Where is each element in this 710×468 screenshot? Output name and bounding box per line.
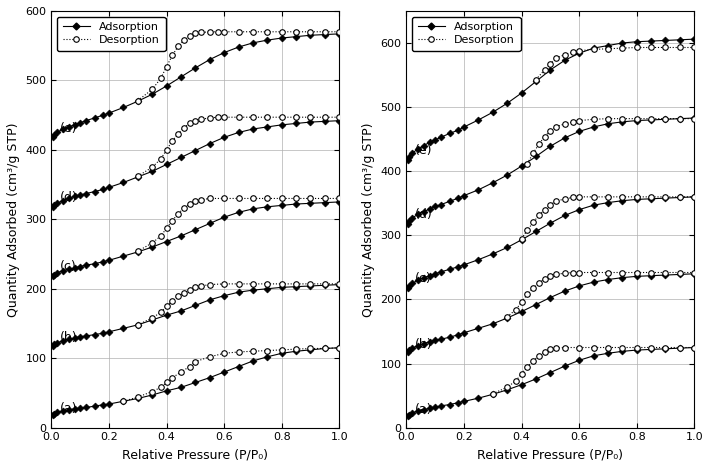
Text: (e): (e) [60,122,77,135]
Legend: Adsorption, Desorption: Adsorption, Desorption [412,16,520,51]
Text: (e): (e) [415,144,432,157]
Legend: Adsorption, Desorption: Adsorption, Desorption [57,16,165,51]
X-axis label: Relative Pressure (P/P₀): Relative Pressure (P/P₀) [122,448,268,461]
Y-axis label: Quantity Adsorbed (cm³/g STP): Quantity Adsorbed (cm³/g STP) [7,122,20,316]
Text: (b): (b) [60,331,77,344]
Text: (c): (c) [60,261,77,273]
Text: (a): (a) [415,403,432,416]
Y-axis label: Quantity Adsorbed (cm³/g STP): Quantity Adsorbed (cm³/g STP) [362,122,375,316]
Text: (d): (d) [415,208,433,221]
X-axis label: Relative Pressure (P/P₀): Relative Pressure (P/P₀) [477,448,623,461]
Text: (a): (a) [60,402,77,415]
Text: (b): (b) [415,338,432,351]
Text: (c): (c) [415,272,432,285]
Text: (d): (d) [60,191,78,204]
